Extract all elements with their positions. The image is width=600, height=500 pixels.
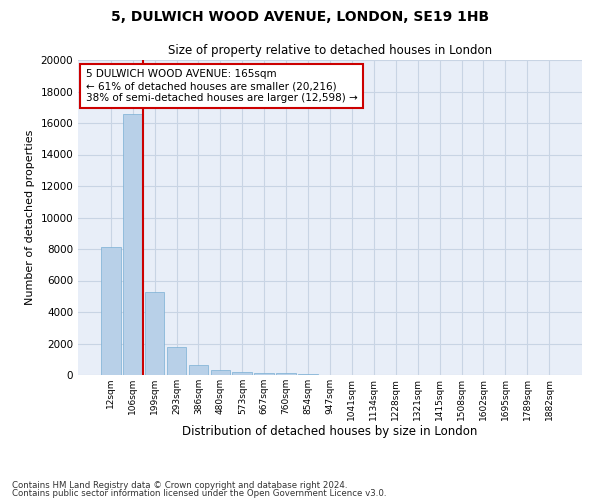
- X-axis label: Distribution of detached houses by size in London: Distribution of detached houses by size …: [182, 426, 478, 438]
- Bar: [232, 372, 252, 375]
- Text: 5 DULWICH WOOD AVENUE: 165sqm
← 61% of detached houses are smaller (20,216)
38% : 5 DULWICH WOOD AVENUE: 165sqm ← 61% of d…: [86, 70, 358, 102]
- Text: Contains public sector information licensed under the Open Government Licence v3: Contains public sector information licen…: [12, 488, 386, 498]
- Bar: [254, 373, 274, 375]
- Text: Contains HM Land Registry data © Crown copyright and database right 2024.: Contains HM Land Registry data © Crown c…: [12, 481, 347, 490]
- Bar: [123, 114, 143, 375]
- Y-axis label: Number of detached properties: Number of detached properties: [25, 130, 35, 305]
- Bar: [298, 374, 318, 375]
- Text: 5, DULWICH WOOD AVENUE, LONDON, SE19 1HB: 5, DULWICH WOOD AVENUE, LONDON, SE19 1HB: [111, 10, 489, 24]
- Bar: [276, 374, 296, 375]
- Bar: [101, 248, 121, 375]
- Bar: [188, 365, 208, 375]
- Bar: [211, 370, 230, 375]
- Title: Size of property relative to detached houses in London: Size of property relative to detached ho…: [168, 44, 492, 58]
- Bar: [145, 292, 164, 375]
- Bar: [167, 346, 187, 375]
